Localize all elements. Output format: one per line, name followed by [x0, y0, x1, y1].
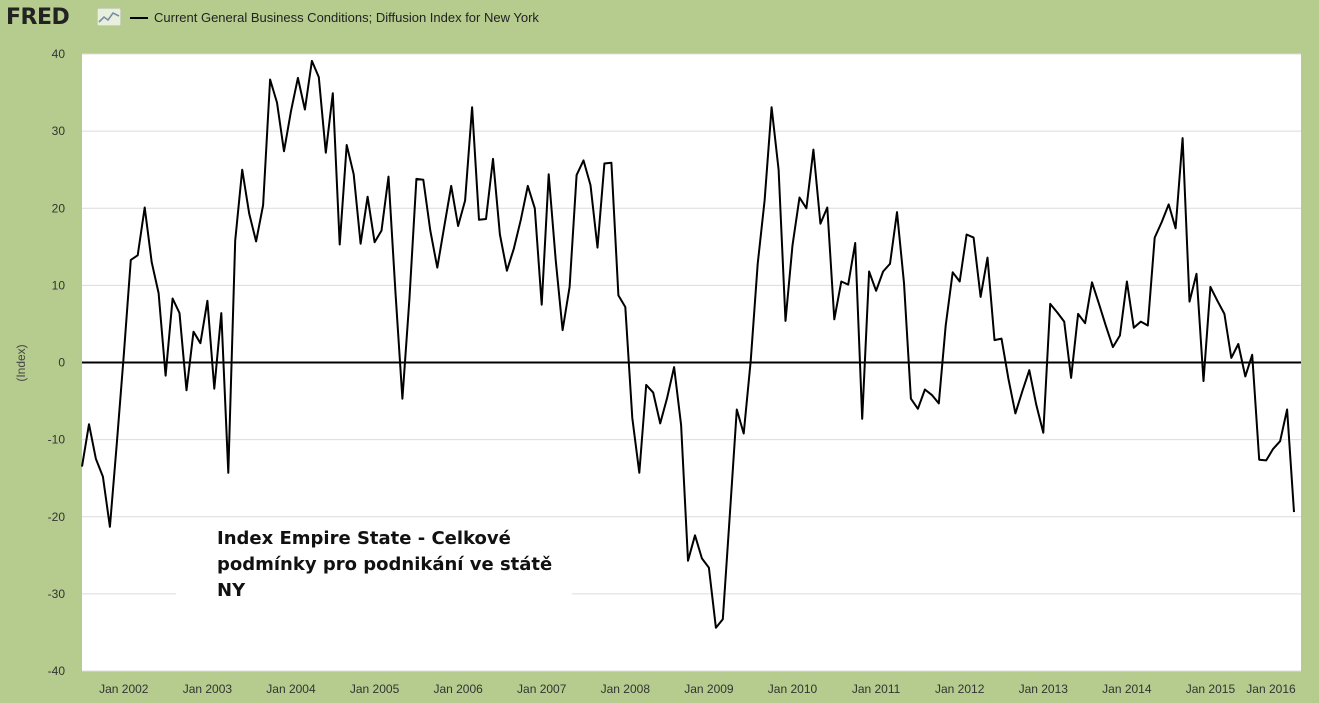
x-tick-label: Jan 2011 [852, 682, 901, 696]
x-tick-labels: Jan 2002 Jan 2003 Jan 2004 Jan 2005 Jan 2006… [99, 682, 1296, 696]
x-tick-label: Jan 2008 [601, 682, 651, 696]
legend-label: Current General Business Conditions; Dif… [154, 10, 539, 25]
x-tick-label: Jan 2004 [266, 682, 316, 696]
y-tick-labels: 40 30 20 10 0 -10 -20 -30 -40 [48, 47, 66, 678]
y-tick-label: -10 [48, 433, 66, 447]
x-tick-label: Jan 2012 [935, 682, 985, 696]
y-tick-label: 10 [52, 278, 66, 292]
annotation-line-2: podmínky pro podnikání ve státě NY [217, 554, 553, 601]
x-tick-label: Jan 2003 [183, 682, 233, 696]
series-layer [81, 59, 1295, 629]
y-tick-label: -20 [48, 510, 66, 524]
y-tick-label: 30 [52, 124, 66, 138]
x-tick-label: Jan 2015 [1186, 682, 1236, 696]
header: FRED Current General Business Conditions… [0, 0, 1319, 38]
legend: Current General Business Conditions; Dif… [130, 10, 539, 25]
y-tick-label: -30 [48, 587, 66, 601]
x-tick-label: Jan 2014 [1102, 682, 1152, 696]
y-axis-label: (Index) [14, 344, 28, 381]
y-tick-label: -40 [48, 664, 66, 678]
fred-graph-icon [97, 8, 121, 26]
series-line [81, 59, 1295, 629]
x-tick-label: Jan 2010 [768, 682, 818, 696]
x-tick-label: Jan 2005 [350, 682, 400, 696]
legend-line-swatch [130, 16, 148, 19]
x-tick-label: Jan 2007 [517, 682, 567, 696]
chart-annotation: Index Empire State - Celkové podmínky pr… [176, 520, 572, 601]
x-tick-label: Jan 2006 [433, 682, 483, 696]
x-tick-label: Jan 2013 [1019, 682, 1069, 696]
grid-layer [82, 53, 1301, 672]
x-tick-label: Jan 2016 [1246, 682, 1296, 696]
x-tick-label: Jan 2002 [99, 682, 149, 696]
annotation-line-1: Index Empire State - Celkové [217, 528, 511, 549]
y-tick-label: 40 [52, 47, 66, 61]
y-tick-label: 0 [58, 356, 65, 370]
x-tick-label: Jan 2009 [684, 682, 734, 696]
y-tick-label: 20 [52, 201, 66, 215]
fred-logo[interactable]: FRED [6, 5, 70, 30]
